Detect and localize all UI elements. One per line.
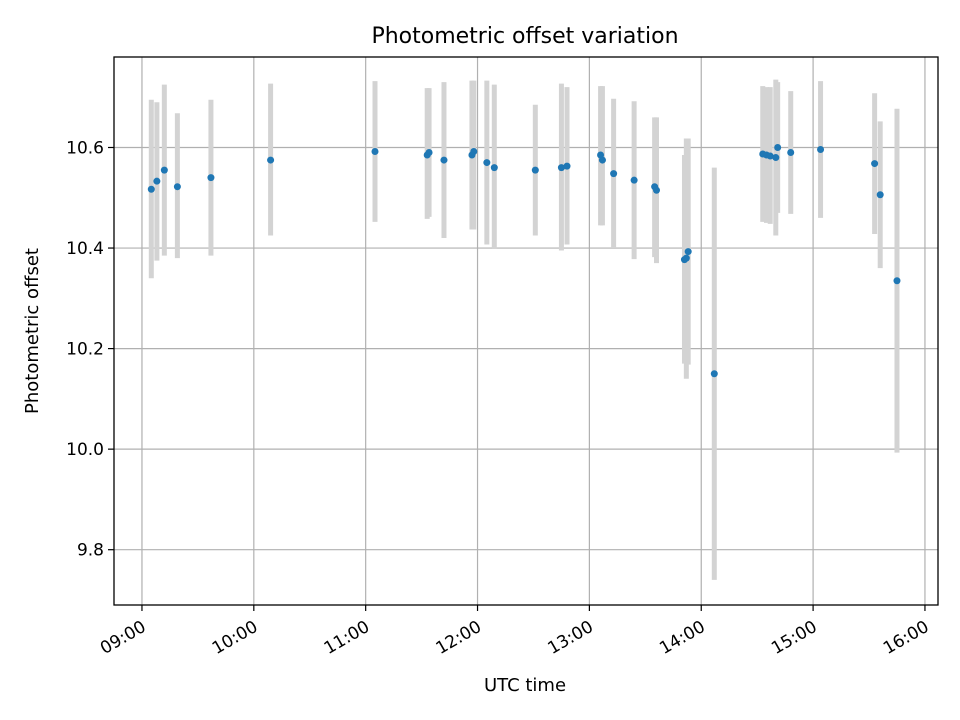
data-point <box>426 149 433 156</box>
x-tick-label: 11:00 <box>321 617 373 659</box>
data-point <box>440 157 447 164</box>
data-point <box>532 167 539 174</box>
data-points <box>148 144 901 377</box>
y-tick-label: 10.6 <box>66 138 104 158</box>
data-point <box>161 167 168 174</box>
data-point <box>871 160 878 167</box>
data-point <box>564 163 571 170</box>
data-point <box>817 146 824 153</box>
data-point <box>631 177 638 184</box>
data-point <box>599 157 606 164</box>
data-point <box>653 187 660 194</box>
y-tick-label: 10.2 <box>66 340 104 360</box>
data-point <box>683 255 690 262</box>
data-point <box>685 248 692 255</box>
x-tick-label: 12:00 <box>433 617 485 659</box>
x-tick-label: 09:00 <box>97 617 149 659</box>
data-point <box>772 154 779 161</box>
data-point <box>267 157 274 164</box>
data-point <box>207 174 214 181</box>
data-point <box>491 164 498 171</box>
x-axis-ticks: 09:00 10:00 11:00 12:00 13:00 14:00 15:00 16:00 <box>97 605 932 659</box>
data-point <box>877 191 884 198</box>
y-tick-label: 10.0 <box>66 440 104 460</box>
grid <box>114 57 938 605</box>
chart-title: Photometric offset variation <box>371 24 678 49</box>
data-point <box>371 148 378 155</box>
data-point <box>787 149 794 156</box>
x-tick-label: 15:00 <box>768 617 820 659</box>
y-axis-label: Photometric offset <box>22 248 43 414</box>
y-tick-label: 10.4 <box>66 239 104 259</box>
plot-frame <box>114 57 938 605</box>
x-tick-label: 14:00 <box>656 617 708 659</box>
y-axis-ticks: 9.8 10.0 10.2 10.4 10.6 <box>66 138 114 560</box>
data-point <box>470 148 477 155</box>
data-point <box>174 183 181 190</box>
x-axis-label: UTC time <box>484 675 566 696</box>
error-bars <box>151 80 897 580</box>
y-tick-label: 9.8 <box>77 541 104 561</box>
data-point <box>774 144 781 151</box>
x-tick-label: 13:00 <box>544 617 596 659</box>
data-point <box>711 370 718 377</box>
data-point <box>893 277 900 284</box>
x-tick-label: 10:00 <box>209 617 261 659</box>
data-point <box>148 186 155 193</box>
data-point <box>610 170 617 177</box>
data-point <box>153 178 160 185</box>
x-tick-label: 16:00 <box>880 617 932 659</box>
data-point <box>483 159 490 166</box>
